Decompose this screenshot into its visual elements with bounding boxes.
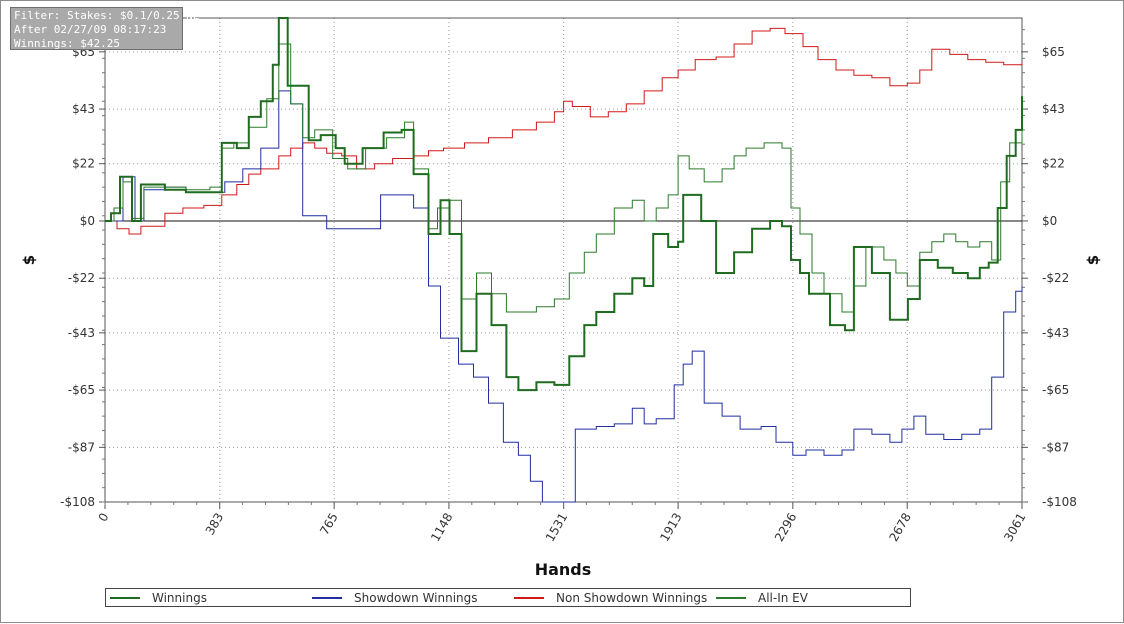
x-tick-label: 0 [96,511,112,525]
legend-item-winnings: Winnings [110,590,207,606]
y-axis-ticks: $65 $65$43 $43$22 $22$0 $0-$22 -$22-$43 -$43-$… [60,29,1077,509]
y-tick-label-left: -$65 [68,383,95,397]
legend-label: Winnings [152,591,207,605]
x-tick-label: 2678 [886,511,913,544]
y-tick-label-left: -$43 [68,326,95,340]
x-tick-label: 1913 [657,511,684,544]
chart-legend: Winnings Showdown Winnings Non Showdown Wi… [105,588,911,607]
legend-item-all-in-ev: All-In EV [716,590,808,606]
legend-label: Showdown Winnings [354,591,478,605]
y-tick-label-left: -$87 [68,440,95,454]
series-line-all-in-ev [105,43,1023,313]
legend-label: All-In EV [758,591,808,605]
y-tick-label-right: $65 [1042,45,1065,59]
y-tick-label-left: $22 [72,157,95,171]
series-line-showdown-winnings [105,90,1023,503]
x-tick-label: 3061 [1001,511,1028,544]
filter-stakes-text: Filter: Stakes: $0.1/0.25 NL [14,9,200,22]
legend-swatch [312,597,342,599]
winnings-total-text: Winnings: $42.25 [14,37,120,50]
y-tick-label-right: -$87 [1042,440,1069,454]
series-line-winnings [105,17,1023,392]
x-tick-label: 765 [317,511,341,538]
series-line-non-showdown-winnings [105,27,1023,235]
filter-info-box: Filter: Stakes: $0.1/0.25 NL After 02/27… [10,7,200,50]
legend-item-non-showdown-winnings: Non Showdown Winnings [514,590,707,606]
y-tick-label-left: $43 [72,102,95,116]
y-tick-label-right: $22 [1042,157,1065,171]
y-tick-label-right: -$108 [1042,495,1077,509]
grid-lines [105,18,1022,502]
x-tick-label: 2296 [772,511,799,544]
legend-swatch [716,597,746,599]
y-tick-label-left: -$22 [68,271,95,285]
x-tick-label: 383 [203,511,227,538]
data-series [105,17,1023,503]
legend-swatch [110,597,140,599]
x-axis-label: Hands [535,560,592,579]
y-tick-label-right: $0 [1042,214,1057,228]
filter-date-text: After 02/27/09 08:17:23 [14,23,167,36]
y-tick-label-right: -$43 [1042,326,1069,340]
x-axis-ticks: 0 383 765 1148 1531 1913 2296 2678 3061 [96,502,1029,544]
y-tick-label-right: -$65 [1042,383,1069,397]
legend-label: Non Showdown Winnings [556,591,708,605]
y-tick-label-right: $43 [1042,102,1065,116]
x-tick-label: 1148 [428,511,455,544]
y-tick-label-left: $0 [80,214,95,228]
x-tick-label: 1531 [543,511,570,544]
y-tick-label-right: -$22 [1042,271,1069,285]
y-axis-label-left: $ [20,255,38,265]
y-tick-label-left: -$108 [60,495,95,509]
legend-swatch [514,597,544,599]
y-axis-label-right: $ [1084,255,1102,265]
legend-item-showdown-winnings: Showdown Winnings [312,590,478,606]
